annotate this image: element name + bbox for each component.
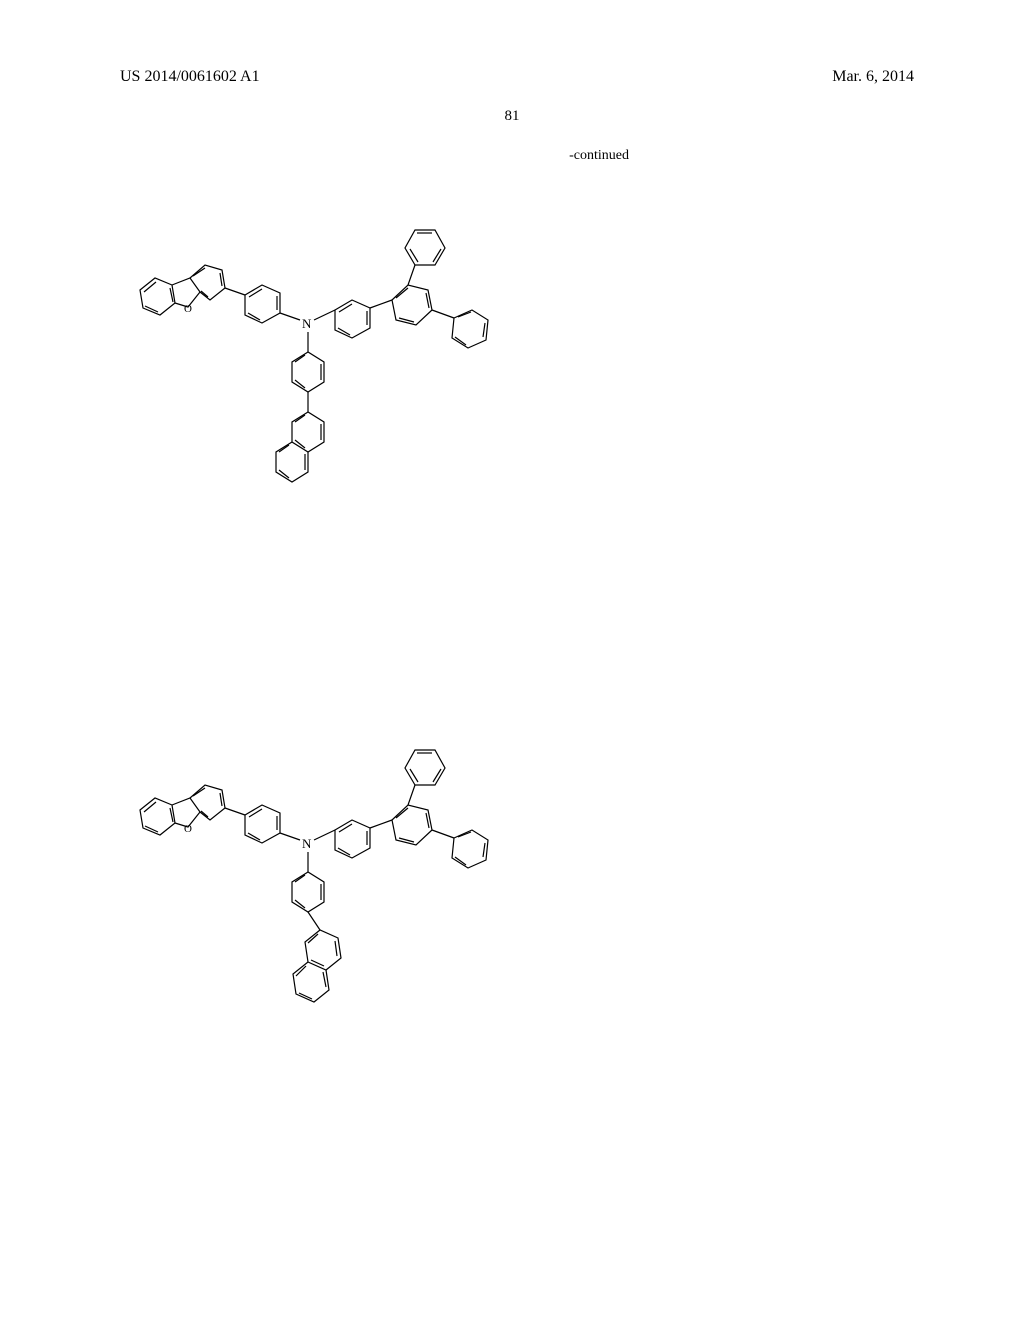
page-header: US 2014/0061602 A1 Mar. 6, 2014	[0, 68, 1024, 86]
svg-text:N: N	[302, 836, 312, 851]
page-number: 81	[505, 108, 520, 125]
chemical-structure-2: O N	[130, 660, 605, 1060]
svg-text:O: O	[184, 823, 192, 835]
publication-number: US 2014/0061602 A1	[120, 68, 260, 86]
header-row: US 2014/0061602 A1 Mar. 6, 2014	[120, 68, 914, 86]
svg-text:N: N	[302, 316, 312, 331]
publication-date: Mar. 6, 2014	[832, 68, 914, 86]
svg-text:O: O	[184, 303, 192, 315]
chemical-structure-1: O N	[130, 160, 605, 540]
